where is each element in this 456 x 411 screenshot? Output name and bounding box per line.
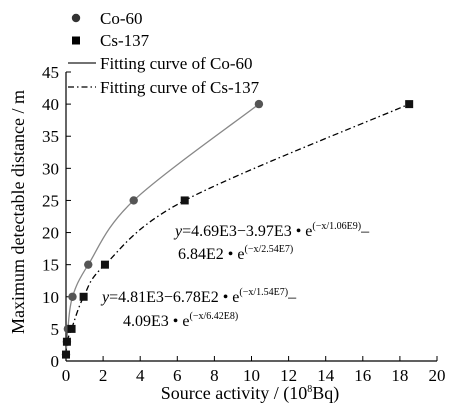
co60-equation-line1: y=4.81E3−6.78E2 • e(−x/1.54E7)– (100, 287, 297, 306)
co60-equation-line2: 4.09E3 • e(−x/6.42E8) (123, 311, 238, 330)
y-tick-label: 40 (42, 95, 59, 114)
cs137-equation-line1: y=4.69E3−3.97E3 • e(−x/1.06E9)– (173, 221, 370, 240)
y-tick-label: 0 (51, 352, 60, 371)
x-ticks: 0 2 4 6 8 10 12 14 16 18 20 (62, 356, 446, 385)
legend-label-cs137: Cs-137 (100, 31, 150, 50)
co60-point (68, 292, 77, 301)
x-tick-label: 2 (99, 366, 108, 385)
x-tick-label: 18 (391, 366, 408, 385)
x-tick-label: 8 (210, 366, 219, 385)
co60-point (129, 196, 138, 205)
legend-marker-cs137 (72, 36, 80, 45)
cs137-point (100, 260, 109, 269)
cs137-point (405, 100, 414, 109)
co60-point (254, 99, 264, 109)
cs137-point (62, 350, 70, 359)
y-tick-label: 30 (42, 159, 59, 178)
legend-label-co60: Co-60 (100, 9, 143, 28)
x-axis-title: Source activity / (108Bq) (161, 383, 339, 404)
legend: Co-60 Cs-137 Fitting curve of Co-60 Fitt… (68, 9, 260, 97)
y-tick-label: 5 (51, 320, 60, 339)
legend-marker-co60 (71, 13, 81, 23)
x-tick-label: 4 (136, 366, 145, 385)
cs137-point (62, 337, 71, 346)
y-tick-label: 10 (42, 288, 59, 307)
y-tick-label: 45 (42, 63, 59, 82)
legend-label-co60-fit: Fitting curve of Co-60 (100, 54, 253, 73)
cs137-equation-line2: 6.84E2 • e(−x/2.54E7) (178, 244, 293, 263)
cs137-point (67, 324, 76, 333)
y-tick-label: 15 (42, 256, 59, 275)
y-ticks: 0 5 10 15 20 25 30 35 40 45 (42, 63, 71, 371)
co60-point (84, 260, 93, 269)
data-points (61, 99, 414, 359)
y-tick-label: 20 (42, 224, 59, 243)
x-tick-label: 10 (243, 366, 260, 385)
x-tick-label: 16 (354, 366, 371, 385)
x-tick-label: 6 (173, 366, 182, 385)
cs137-point (180, 196, 189, 205)
y-tick-label: 25 (42, 191, 59, 210)
y-axis-title: Maximum detectable distance / m (8, 90, 28, 334)
axes (65, 72, 437, 362)
x-tick-label: 0 (62, 366, 71, 385)
cs137-point (79, 292, 88, 301)
x-tick-label: 20 (429, 366, 446, 385)
x-tick-label: 12 (280, 366, 297, 385)
x-tick-label: 14 (317, 366, 335, 385)
legend-label-cs137-fit: Fitting curve of Cs-137 (100, 78, 260, 97)
y-tick-label: 35 (42, 127, 59, 146)
